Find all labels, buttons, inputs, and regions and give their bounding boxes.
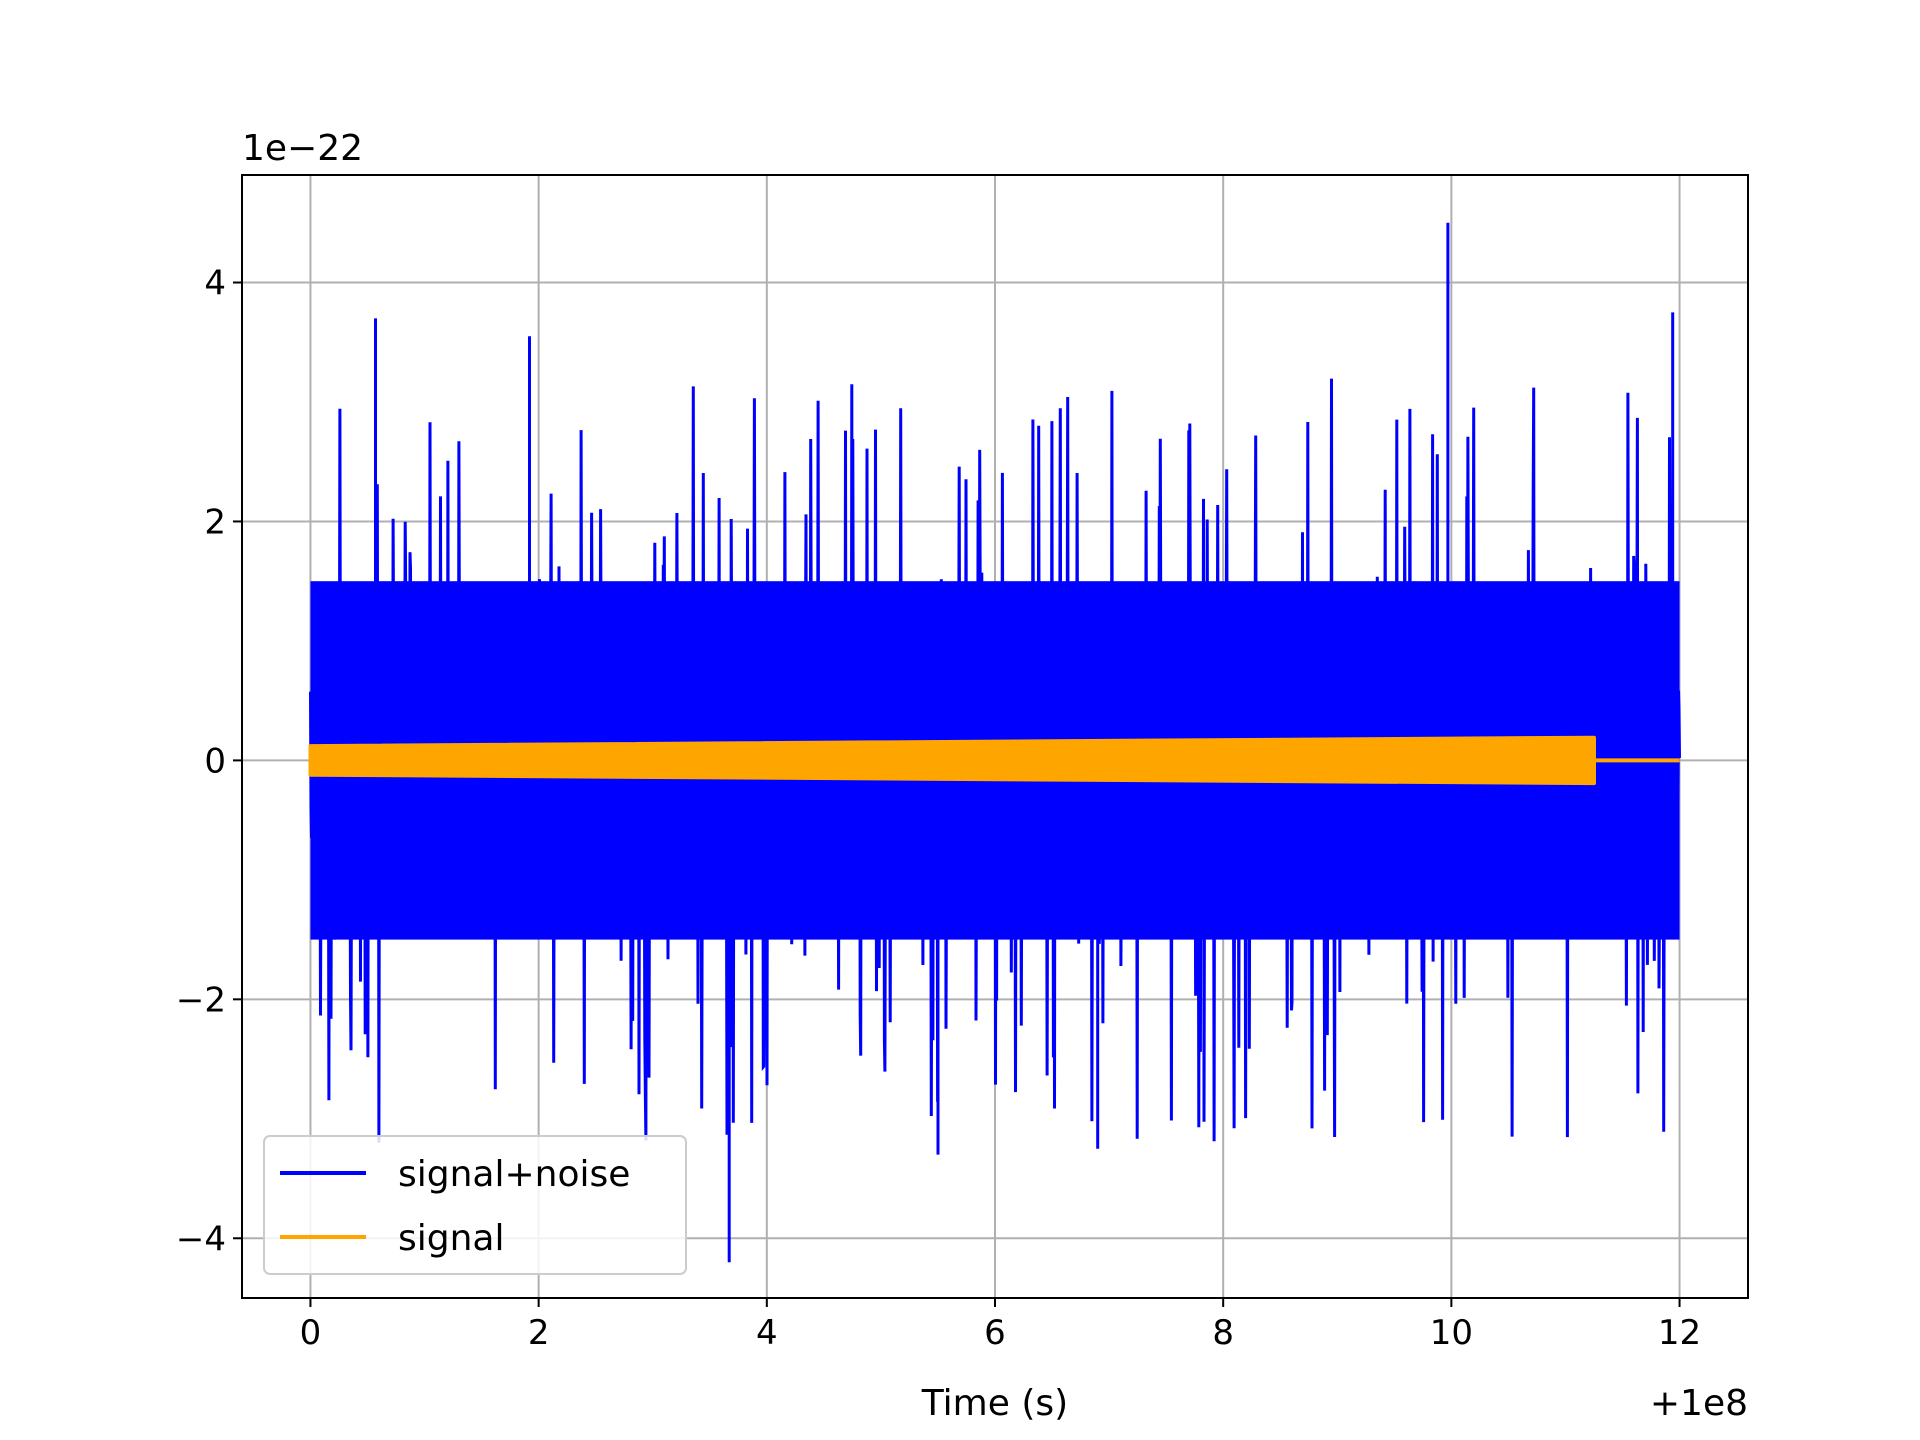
y-tick-label-1: −2	[176, 980, 226, 1020]
y-scale-label: 1e−22	[242, 128, 363, 169]
x-tick-label-4: 8	[1212, 1313, 1234, 1353]
x-axis: 0 2 4 6 8 10 12	[300, 1298, 1701, 1353]
x-tick-label-6: 12	[1658, 1313, 1701, 1353]
x-tick-label-2: 4	[756, 1313, 778, 1353]
y-tick-label-3: 2	[204, 502, 226, 542]
y-tick-label-4: 4	[204, 264, 226, 304]
legend-label-signal: signal	[398, 1218, 505, 1259]
series-signal	[308, 735, 1680, 786]
y-axis: −4 −2 0 2 4	[176, 264, 242, 1259]
x-tick-label-1: 2	[528, 1313, 550, 1353]
x-axis-label: Time (s)	[921, 1383, 1068, 1424]
y-tick-label-0: −4	[176, 1219, 226, 1259]
legend-box	[263, 1135, 687, 1275]
signal-chirp-band	[308, 735, 1596, 786]
legend: signal+noise signal	[263, 1135, 687, 1275]
x-offset-label: +1e8	[1650, 1383, 1748, 1424]
legend-label-signal-noise: signal+noise	[398, 1154, 630, 1195]
x-tick-label-0: 0	[300, 1313, 322, 1353]
plot-area	[308, 222, 1681, 1263]
x-tick-label-5: 10	[1430, 1313, 1473, 1353]
y-tick-label-2: 0	[204, 741, 226, 781]
x-tick-label-3: 6	[984, 1313, 1006, 1353]
